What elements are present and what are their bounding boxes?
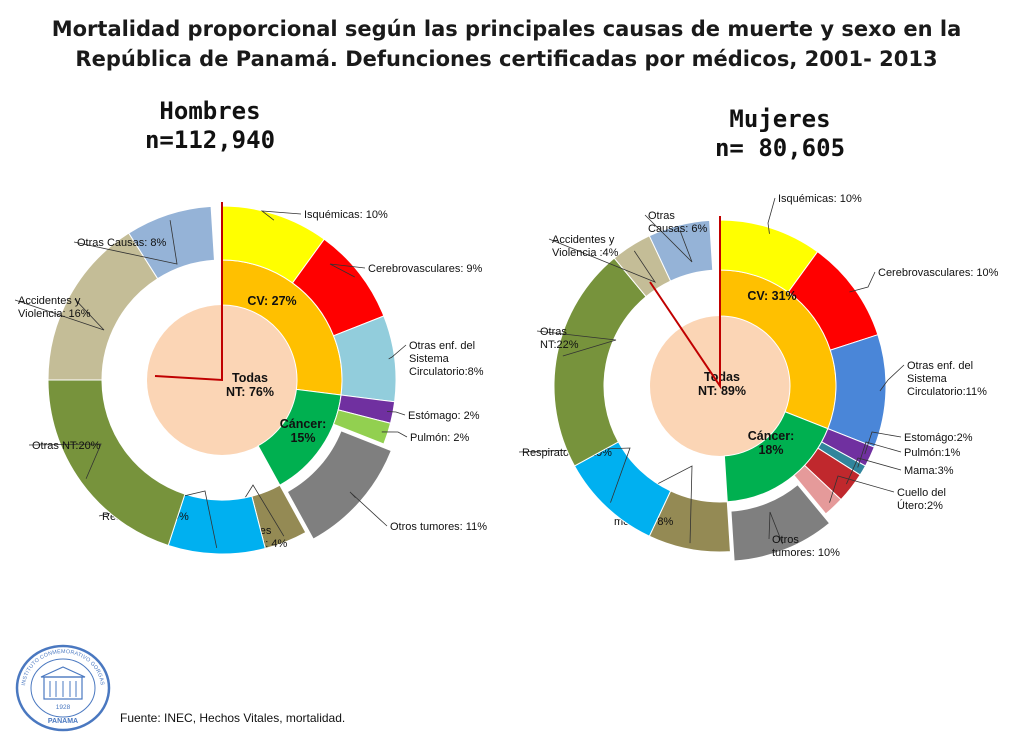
outer-label-otras_circ: Otras enf. del Sistema Circulatorio:8% — [409, 340, 484, 378]
mujeres-sunburst: Isquémicas: 10% Cerebrovasculares: 10% Otr… — [518, 193, 999, 562]
leader-line-otras_circ — [388, 344, 407, 360]
hombres-panel-title: Hombres n=112,940 — [110, 97, 310, 155]
reference-line — [649, 216, 721, 390]
seal-text: INSTITUTO CONMEMORATIVO GORGAS DE ESTUDI… — [14, 643, 105, 687]
mujeres-n: n= 80,605 — [714, 134, 846, 162]
outer-label-mama: Mama:3% — [904, 465, 954, 477]
outer-slice-otras_circ_m — [827, 334, 887, 448]
leader-line-accidentes — [548, 238, 657, 283]
mujeres-panel-title: Mujeres n= 80,605 — [680, 105, 880, 163]
inner-label-todas-nt: Todas NT: 76% — [226, 371, 274, 399]
outer-label-isquemicas: Isquémicas: 10% — [778, 193, 862, 205]
outer-label-isquemicas: Isquémicas: 10% — [304, 209, 388, 221]
leader-line-otras_causas — [73, 220, 178, 265]
outer-label-pulmon: Pulmón: 2% — [410, 432, 470, 444]
hombres-sunburst: Isquémicas: 10% Cerebrovasculares: 9% Otra… — [14, 202, 487, 555]
svg-text:INSTITUTO CONMEMORATIVO GORGAS: INSTITUTO CONMEMORATIVO GORGAS DE ESTUDI… — [14, 643, 105, 687]
leader-line-otros_tum — [768, 511, 783, 545]
reference-line — [154, 202, 223, 382]
source-note: Fuente: INEC, Hechos Vitales, mortalidad… — [120, 711, 346, 725]
middle-label-cancer: Cáncer: 15% — [280, 417, 327, 445]
leader-line-otras_nt — [536, 330, 617, 357]
outer-slice-respiratorias — [167, 493, 266, 555]
outer-label-cerebro: Cerebrovasculares: 10% — [878, 267, 999, 279]
mujeres-title: Mujeres — [729, 105, 831, 133]
outer-label-accidentes: Accidentes y Violencia :4% — [552, 234, 619, 259]
outer-label-estomago: Estomágo:2% — [904, 432, 973, 444]
leader-line-isquemicas — [767, 197, 776, 234]
hombres-n: n=112,940 — [144, 126, 276, 154]
outer-label-otras_causas: Otras Causas: 8% — [77, 237, 166, 249]
inner-label-todas-nt: Todas NT: 89% — [698, 370, 746, 398]
outer-label-otras_nt: Otras NT:22% — [540, 326, 579, 351]
leader-line-pulmon — [381, 431, 408, 438]
outer-slice-otras_nt — [553, 257, 647, 467]
outer-label-otras_nt: Otras NT:20% — [32, 440, 101, 452]
outer-slice-cuello — [793, 464, 842, 515]
outer-slice-pulmon — [332, 409, 392, 445]
seal-year: 1928 — [56, 704, 71, 711]
chart-title-line-2: República de Panamá. Defunciones certifi… — [75, 47, 938, 71]
outer-label-pulmon_m: Pulmón:1% — [904, 447, 960, 459]
leader-line-otras_causas — [644, 214, 693, 263]
outer-label-otros_tum: Otros tumores: 10% — [772, 534, 840, 559]
outer-slice-otros_tum — [286, 430, 392, 540]
leader-line-accidentes — [14, 298, 105, 331]
chart-title-line-1: Mortalidad proporcional según las princi… — [51, 17, 962, 41]
leader-line-cerebro — [329, 263, 366, 278]
leader-line-mama — [846, 457, 902, 485]
leader-line-cuello — [829, 475, 895, 503]
outer-label-otras_causas: Otras Causas: 6% — [648, 210, 708, 235]
outer-label-accidentes: Accidentes y Violencia: 16% — [18, 295, 91, 320]
outer-label-otros_tum: Otros tumores: 11% — [390, 521, 487, 533]
outer-label-otras_circ_m: Otras enf. del Sistema Circulatorio:11% — [907, 360, 987, 398]
middle-label-cancer: Cáncer: 18% — [748, 429, 795, 457]
middle-label-cv: CV: 31% — [747, 289, 796, 303]
outer-label-estomago: Estómago: 2% — [408, 410, 480, 422]
leader-line-cerebro — [849, 271, 876, 293]
hombres-title: Hombres — [159, 97, 261, 125]
seal-place: PANAMA — [48, 718, 78, 725]
leader-line-otras_nt — [28, 443, 102, 479]
leader-line-otras_circ_m — [879, 364, 905, 392]
gorgas-institute-seal-logo: INSTITUTO CONMEMORATIVO GORGAS DE ESTUDI… — [14, 643, 111, 732]
leader-line-respiratorias — [518, 447, 631, 503]
outer-slice-otros_tum — [730, 483, 831, 562]
middle-label-cv: CV: 27% — [247, 294, 296, 308]
leader-line-otros_tum — [349, 491, 388, 527]
outer-label-cerebro: Cerebrovasculares: 9% — [368, 263, 483, 275]
outer-label-cuello: Cuello del Útero:2% — [897, 487, 946, 512]
chart-title: Mortalidad proporcional según las princi… — [0, 14, 1013, 74]
leader-line-isquemicas — [260, 210, 302, 221]
leader-line-estomago — [387, 411, 406, 416]
leader-line-estomago — [864, 431, 902, 455]
outer-slice-otras_causas — [128, 205, 215, 280]
